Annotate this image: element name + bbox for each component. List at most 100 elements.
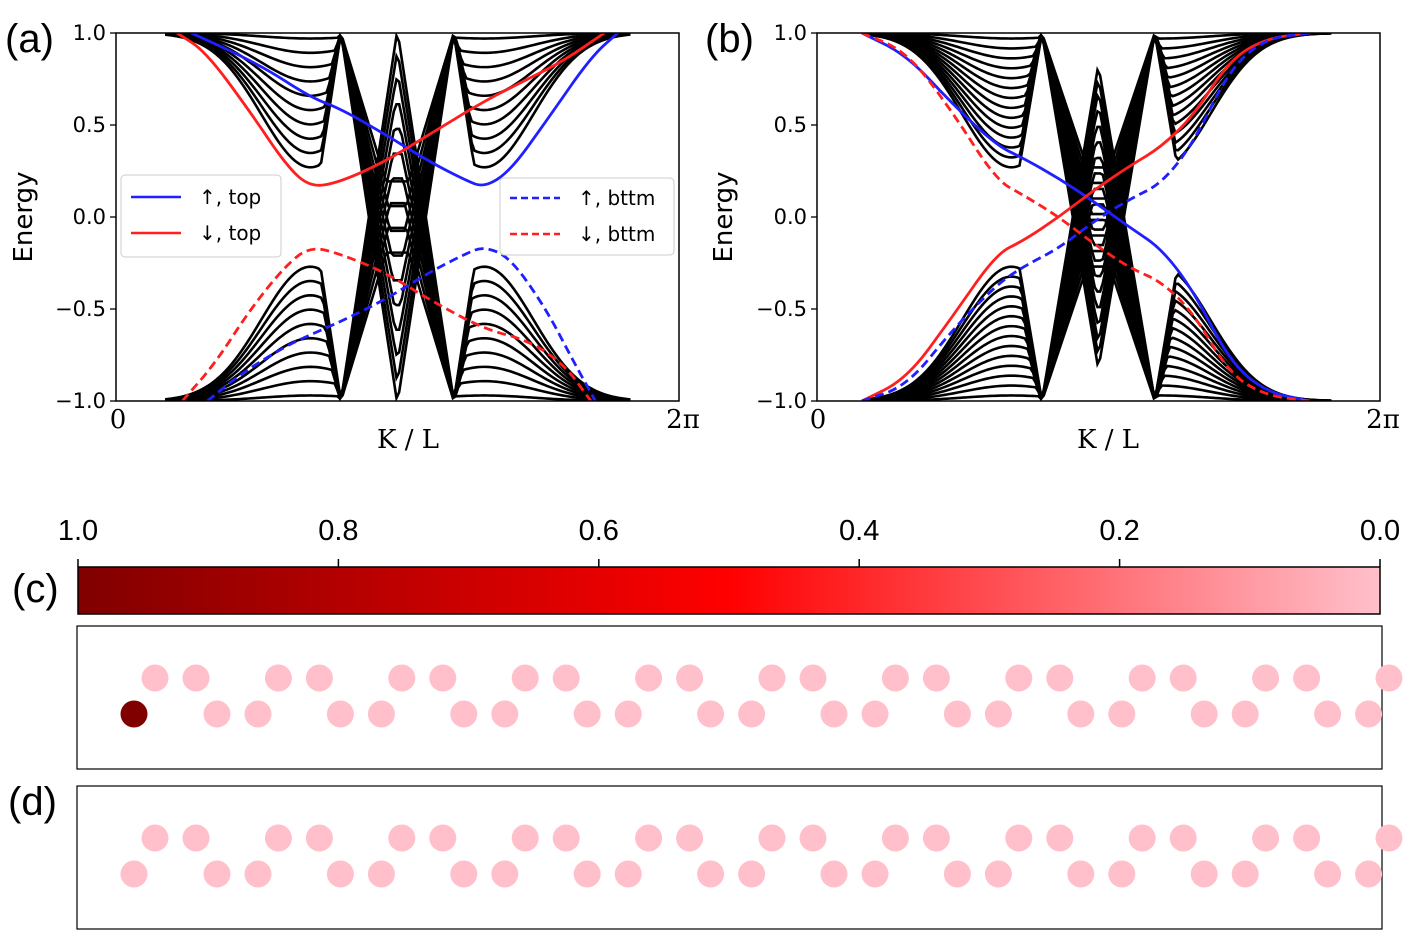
lattice-site xyxy=(697,860,725,888)
x-tick-start-b: 0 xyxy=(810,405,827,435)
lattice-site xyxy=(1190,700,1218,728)
bulk-band xyxy=(866,78,1332,401)
lattice-site xyxy=(511,824,539,852)
bulk-band xyxy=(165,33,631,307)
edge-state-line xyxy=(181,247,593,401)
lattice-site xyxy=(1067,700,1095,728)
colorbar-tick-label: 0.6 xyxy=(579,515,619,547)
colorbar-gradient xyxy=(77,566,1381,615)
lattice-site xyxy=(614,700,642,728)
lattice-site xyxy=(203,700,231,728)
lattice-site xyxy=(141,664,169,692)
legend-label-down-top: ↓, top xyxy=(199,221,261,245)
lattice-site xyxy=(367,700,395,728)
lattice-sites-c xyxy=(120,664,1403,728)
lattice-site xyxy=(861,860,889,888)
lattice-site xyxy=(264,824,292,852)
colorbar-ticks: 1.0 0.8 0.6 0.4 0.2 0.0 xyxy=(58,515,1400,567)
panel-label-d: (d) xyxy=(8,780,57,824)
lattice-site xyxy=(1252,664,1280,692)
lattice-site xyxy=(1046,824,1074,852)
legend-label-up-top: ↑, top xyxy=(199,185,261,209)
lattice-site xyxy=(1108,860,1136,888)
bulk-band xyxy=(866,172,1332,401)
y-tick-label: −0.5 xyxy=(55,297,106,321)
y-tick-label: −1.0 xyxy=(756,389,807,413)
bulk-band xyxy=(866,109,1332,401)
lattice-site xyxy=(182,824,210,852)
lattice-site xyxy=(1005,824,1033,852)
lattice-site xyxy=(511,664,539,692)
bulk-band xyxy=(165,201,631,401)
lattice-site xyxy=(305,664,333,692)
lattice-site xyxy=(388,824,416,852)
colorbar-tick-label: 0.4 xyxy=(839,515,879,547)
lattice-site xyxy=(120,860,148,888)
bulk-band xyxy=(165,33,631,383)
edge-state-line xyxy=(861,33,1310,401)
bulk-band xyxy=(866,33,1332,342)
lattice-site xyxy=(1252,824,1280,852)
lattice-site xyxy=(635,824,663,852)
lattice-site xyxy=(676,664,704,692)
lattice-site xyxy=(1169,664,1197,692)
lattice-site xyxy=(552,824,580,852)
bulk-band xyxy=(866,33,1332,262)
lattice-site xyxy=(1128,824,1156,852)
lattice-site xyxy=(1375,824,1403,852)
panel-label-b: (b) xyxy=(705,17,754,61)
edge-states-a xyxy=(176,33,619,401)
lattice-site xyxy=(1314,700,1342,728)
lattice-site xyxy=(758,824,786,852)
lattice-site xyxy=(943,700,971,728)
lattice-site xyxy=(922,664,950,692)
colorbar-tick-label: 0.0 xyxy=(1360,515,1400,547)
lattice-site xyxy=(1169,824,1197,852)
lattice-site xyxy=(614,860,642,888)
x-axis-label-a: K / L xyxy=(377,425,439,455)
x-tick-end-b: 2π xyxy=(1366,405,1400,435)
lattice-site xyxy=(922,824,950,852)
x-tick-end-a: 2π xyxy=(666,405,700,435)
bulk-band xyxy=(165,127,631,401)
bulk-band xyxy=(165,33,631,401)
lattice-site xyxy=(552,664,580,692)
bulk-band xyxy=(165,251,631,401)
panel-label-c: (c) xyxy=(12,567,59,611)
lattice-site xyxy=(450,700,478,728)
panel-label-a: (a) xyxy=(5,17,54,61)
bulk-band xyxy=(165,33,631,233)
lattice-site xyxy=(244,860,272,888)
lattice-site xyxy=(326,700,354,728)
edge-states-b xyxy=(861,33,1311,401)
lattice-site xyxy=(738,700,766,728)
lattice-site xyxy=(429,824,457,852)
edge-state-line xyxy=(861,33,1310,401)
bulk-band xyxy=(866,249,1332,401)
lattice-site xyxy=(1293,824,1321,852)
x-axis-label-b: K / L xyxy=(1077,425,1139,455)
lattice-site xyxy=(264,664,292,692)
lattice-site xyxy=(1231,860,1259,888)
lattice-site xyxy=(861,700,889,728)
lattice-site xyxy=(120,700,148,728)
y-tick-label: 1.0 xyxy=(774,21,807,45)
lattice-sites-d xyxy=(120,824,1403,888)
lattice-frame-d xyxy=(76,785,1383,930)
lattice-site xyxy=(491,860,519,888)
lattice-site xyxy=(244,700,272,728)
bulk-band xyxy=(866,33,1332,247)
bulk-band xyxy=(165,77,631,401)
lattice-site xyxy=(820,860,848,888)
panel-a: (a) 1.00.50.0−0.5−1.0 Energy 0 2π K / L … xyxy=(5,17,700,455)
legend-label-down-bttm: ↓, bttm xyxy=(578,222,655,246)
y-tick-label: 0.0 xyxy=(73,205,106,229)
lattice-site xyxy=(635,664,663,692)
lattice-site xyxy=(388,664,416,692)
panel-d: (d) xyxy=(8,780,1403,930)
panel-c: (c) xyxy=(12,567,1403,770)
bulk-band xyxy=(165,33,631,401)
y-tick-label: −1.0 xyxy=(55,389,106,413)
bulk-band xyxy=(866,187,1332,401)
